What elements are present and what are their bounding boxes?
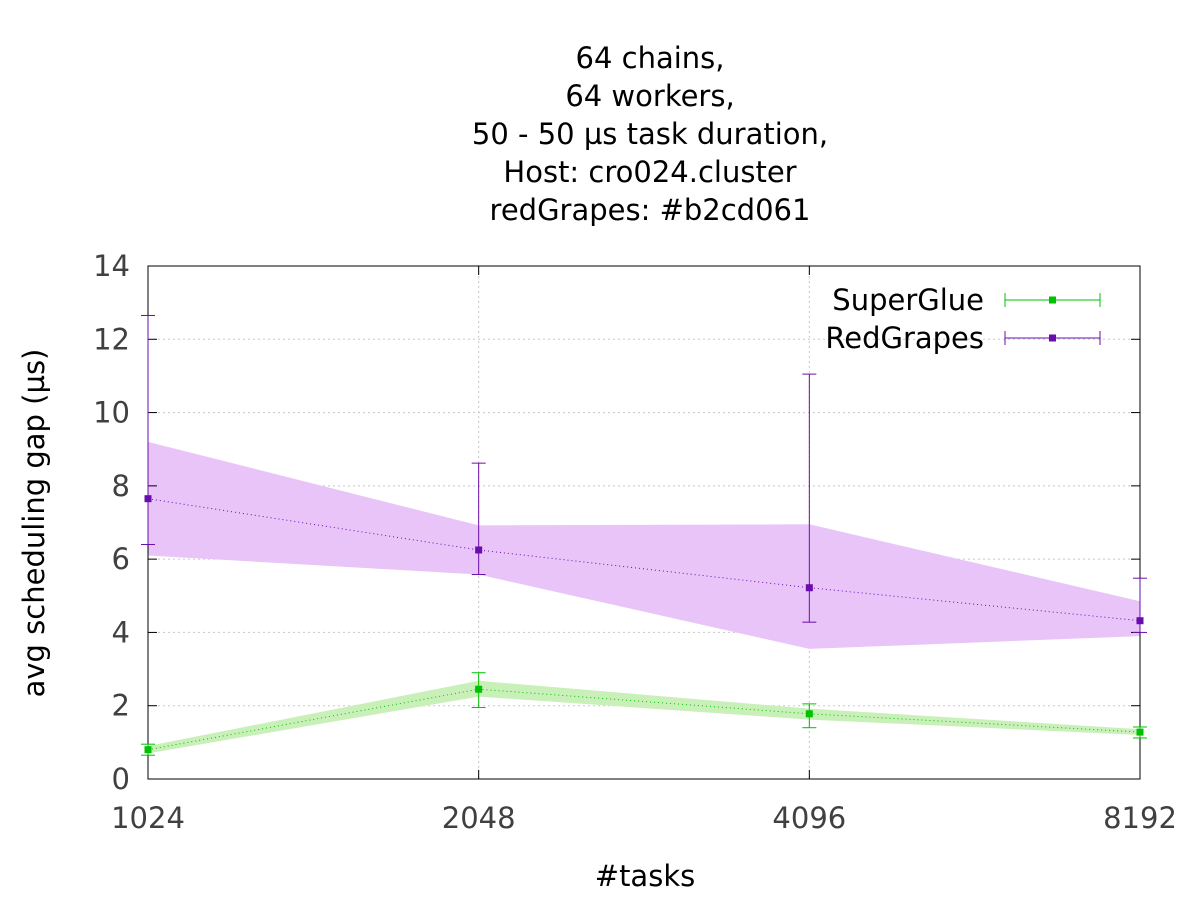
tick-labels: 0 2 4 6 8 10 12 14 1024 2048 4096 8192 — [93, 249, 1177, 835]
confidence-band — [148, 680, 1140, 754]
y-tick-label: 8 — [112, 469, 130, 503]
data-point — [805, 710, 813, 718]
legend-label: SuperGlue — [832, 283, 984, 317]
x-tick-label: 1024 — [111, 801, 185, 835]
y-tick-label: 0 — [112, 762, 130, 796]
confidence-bands — [148, 441, 1140, 754]
data-point — [144, 495, 152, 503]
series-line — [147, 688, 1141, 751]
legend: SuperGlue RedGrapes — [825, 283, 1101, 355]
title-line: redGrapes: #b2cd061 — [490, 193, 811, 227]
confidence-band — [148, 441, 1140, 649]
title-line: 64 chains, — [576, 41, 725, 75]
title-line: 50 - 50 µs task duration, — [472, 117, 828, 151]
legend-marker — [1049, 296, 1056, 304]
y-tick-label: 6 — [112, 542, 130, 576]
x-tick-label: 8192 — [1103, 801, 1177, 835]
legend-marker — [1049, 334, 1056, 342]
y-tick-label: 4 — [112, 615, 130, 649]
x-tick-label: 4096 — [772, 801, 846, 835]
data-point — [805, 584, 813, 592]
chart-title: 64 chains, 64 workers, 50 - 50 µs task dur… — [472, 41, 828, 227]
data-point — [1136, 728, 1144, 736]
title-line: Host: cro024.cluster — [503, 155, 796, 189]
data-point — [475, 685, 483, 693]
y-tick-label: 14 — [93, 249, 130, 283]
x-axis-label: #tasks — [595, 859, 695, 893]
series — [141, 314, 1147, 756]
y-tick-label: 10 — [93, 396, 130, 430]
data-point — [1136, 617, 1144, 625]
y-tick-label: 12 — [93, 322, 130, 356]
legend-label: RedGrapes — [825, 321, 984, 355]
data-point — [144, 746, 152, 754]
title-line: 64 workers, — [565, 79, 734, 113]
y-axis-label: avg scheduling gap (µs) — [17, 349, 51, 698]
data-point — [475, 546, 483, 554]
x-tick-label: 2048 — [442, 801, 516, 835]
y-tick-label: 2 — [112, 689, 130, 723]
